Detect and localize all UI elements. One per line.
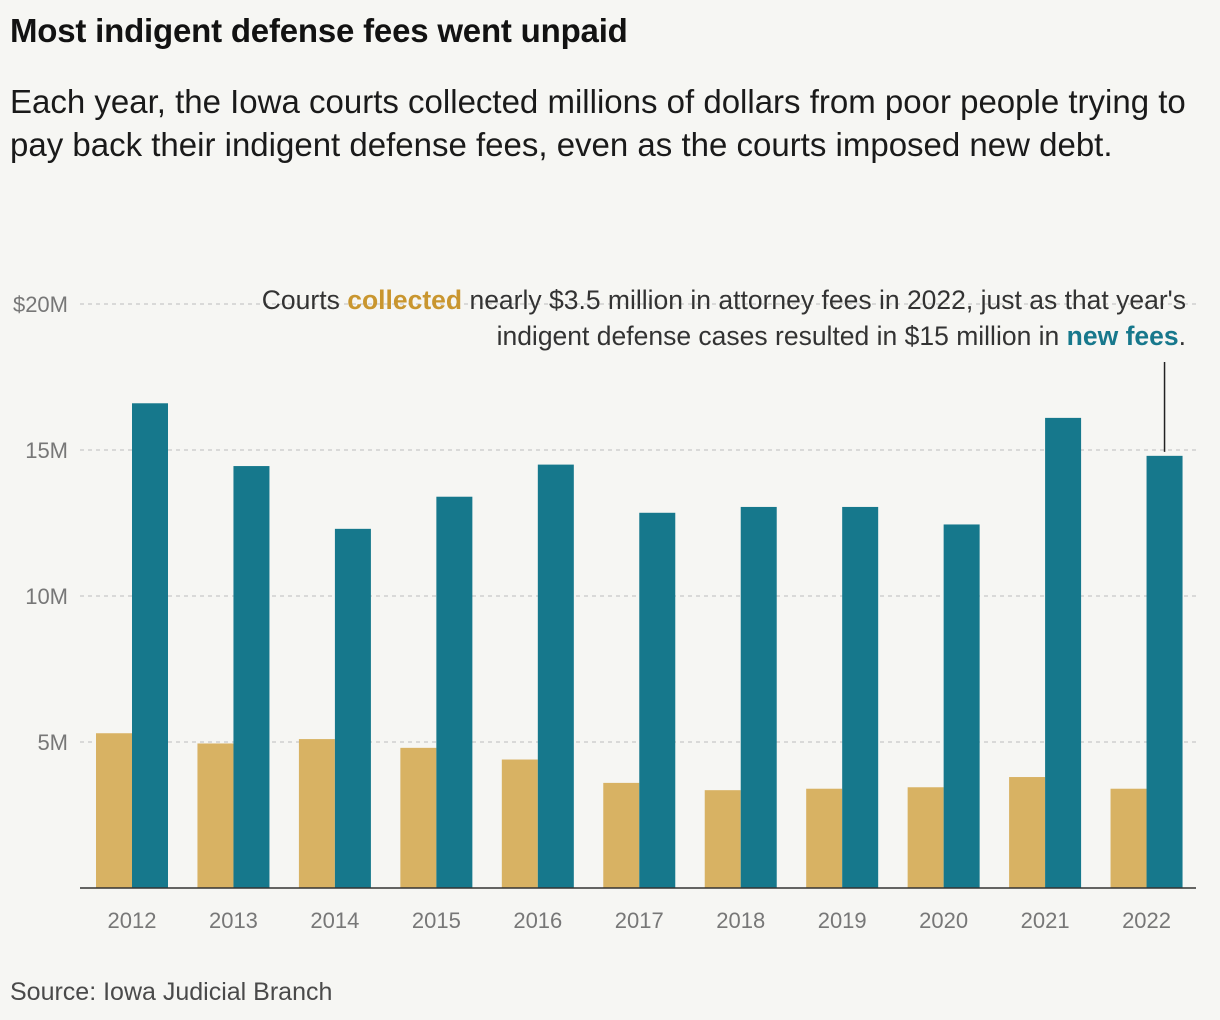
x-tick-label: 2018 [716, 908, 765, 933]
y-tick-label: $20M [13, 292, 68, 317]
gridlines: 5M 10M 15M $20M [13, 292, 1196, 755]
bar-collected-2016 [501, 759, 538, 888]
chart-title: Most indigent defense fees went unpaid [10, 12, 628, 49]
source-note: Source: Iowa Judicial Branch [10, 978, 333, 1006]
annotation-new-fees-highlight: new fees [1066, 321, 1179, 351]
x-tick-label: 2016 [513, 908, 562, 933]
bar-new-fees-2015 [436, 496, 473, 888]
x-tick-label: 2022 [1122, 908, 1171, 933]
y-tick-label: 15M [25, 438, 68, 463]
bar-collected-2022 [1110, 788, 1147, 888]
x-tick-label: 2020 [919, 908, 968, 933]
bar-new-fees-2012 [132, 403, 168, 888]
bar-collected-2020 [907, 787, 944, 888]
bar-collected-2015 [400, 747, 437, 888]
x-tick-label: 2012 [108, 908, 157, 933]
bars [96, 403, 1183, 888]
bar-collected-2018 [704, 790, 741, 888]
y-tick-label: 5M [37, 730, 68, 755]
bar-collected-2017 [603, 782, 640, 888]
bar-new-fees-2013 [233, 466, 270, 888]
chart-subtitle: Each year, the Iowa courts collected mil… [10, 83, 1186, 163]
annotation-text: Courts collected nearly $3.5 million in … [226, 282, 1186, 354]
bar-collected-2014 [298, 739, 335, 888]
bar-new-fees-2022 [1146, 455, 1183, 888]
bar-collected-2019 [806, 788, 843, 888]
bar-new-fees-2014 [334, 528, 371, 888]
bar-new-fees-2021 [1045, 417, 1082, 888]
x-tick-label: 2019 [818, 908, 867, 933]
x-tick-label: 2021 [1021, 908, 1070, 933]
y-tick-label: 10M [25, 584, 68, 609]
annotation-collected-highlight: collected [347, 285, 463, 315]
bar-collected-2013 [197, 743, 234, 888]
bar-new-fees-2019 [842, 506, 879, 888]
x-axis-ticks: 2012 2013 2014 2015 2016 2017 2018 2019 2020 2021… [108, 908, 1171, 933]
x-tick-label: 2015 [412, 908, 461, 933]
annotation-part-1: Courts [261, 285, 348, 315]
bar-new-fees-2017 [639, 512, 676, 888]
bar-collected-2021 [1009, 777, 1046, 888]
x-tick-label: 2014 [310, 908, 359, 933]
bar-chart: 5M 10M 15M $20M 2012 2013 2014 2015 2016 2017 201… [0, 260, 1220, 950]
annotation-part-3: . [1178, 321, 1186, 351]
bar-new-fees-2020 [943, 524, 980, 888]
bar-new-fees-2016 [537, 464, 574, 888]
bar-collected-2012 [96, 733, 132, 888]
bar-new-fees-2018 [740, 506, 777, 888]
x-tick-label: 2017 [615, 908, 664, 933]
annotation-part-2: nearly $3.5 million in attorney fees in … [462, 285, 1186, 351]
x-tick-label: 2013 [209, 908, 258, 933]
